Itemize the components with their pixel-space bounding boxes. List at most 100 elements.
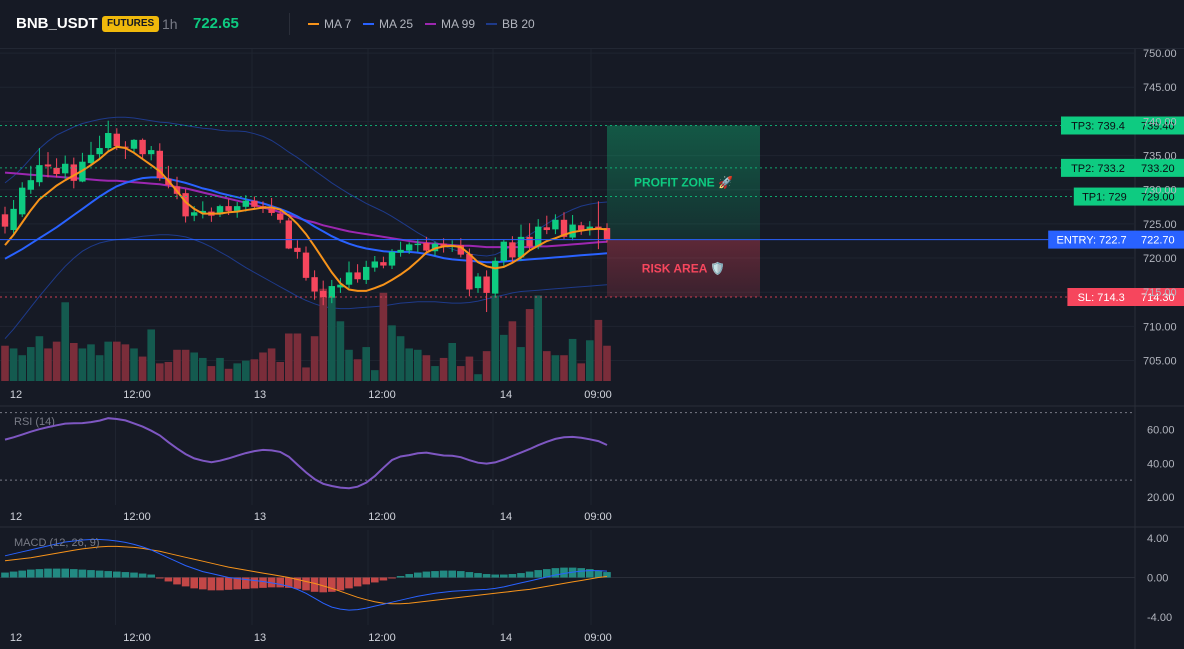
- candle-body: [509, 242, 516, 258]
- candle-body: [62, 163, 69, 174]
- candle-body: [466, 253, 473, 290]
- tp3-tag-label: TP3: 739.4: [1071, 121, 1125, 133]
- candle-body: [337, 284, 344, 288]
- volume-bar: [18, 355, 26, 381]
- bb-lower-line: [4, 234, 608, 340]
- legend-ma25-label: MA 25: [379, 17, 414, 31]
- candle-body: [560, 219, 568, 237]
- legend-ma99-label: MA 99: [441, 17, 476, 31]
- candle-body: [603, 227, 611, 240]
- macd-histogram-bar: [27, 569, 35, 578]
- main-time-tick-label: 14: [500, 389, 512, 401]
- macd-time-tick-label: 14: [500, 632, 512, 644]
- volume-bar: [95, 355, 104, 381]
- volume-bar: [465, 356, 474, 381]
- main-pane: [0, 49, 1135, 382]
- macd-histogram-bar: [431, 571, 439, 578]
- chart-header: BNB_USDT FUTURES 1h 722.65 MA 7 MA 25 MA…: [0, 0, 1184, 49]
- price-tick-label: 730.00: [1143, 185, 1177, 197]
- main-time-tick-label: 12:00: [123, 389, 151, 401]
- volume-bar: [405, 348, 413, 381]
- volume-bar: [594, 319, 603, 381]
- rsi-time-tick-label: 12:00: [123, 511, 151, 523]
- volume-bar: [190, 352, 198, 381]
- symbol-name[interactable]: BNB_USDT: [16, 15, 98, 32]
- volume-bar: [422, 355, 431, 381]
- tp1-tag: [1073, 187, 1135, 206]
- candle-body: [535, 226, 542, 247]
- volume-bar: [1, 345, 9, 381]
- volume-bar: [52, 341, 61, 381]
- volume-bar: [276, 362, 284, 381]
- candle-body: [70, 164, 77, 181]
- macd-histogram-bar: [525, 571, 534, 578]
- sl-tag-label: SL: 714.3: [1078, 292, 1125, 304]
- price-tick-label: 720.00: [1143, 253, 1177, 265]
- candle-body: [320, 290, 327, 297]
- macd-histogram-bar: [70, 569, 78, 578]
- macd-histogram-bar: [586, 569, 594, 578]
- price-tick-label: 715.00: [1143, 287, 1177, 299]
- candle-body: [225, 206, 232, 211]
- volume-bar: [104, 341, 112, 381]
- candle-body: [586, 226, 593, 230]
- legend-ma7[interactable]: MA 7: [308, 14, 351, 34]
- candle-body: [1, 214, 9, 227]
- macd-histogram-bar: [9, 571, 18, 578]
- entry-tag-label: ENTRY: 722.7: [1057, 235, 1127, 247]
- volume-bar: [534, 295, 542, 381]
- macd-time-tick-label: 13: [254, 632, 266, 644]
- entry-price-label: 722.70: [1141, 235, 1175, 247]
- macd-histogram-bar: [310, 577, 319, 592]
- rsi-line: [4, 417, 608, 490]
- macd-histogram-bar: [95, 570, 104, 578]
- candle-body: [311, 277, 318, 292]
- macd-histogram-bar: [44, 568, 52, 578]
- candle-body: [483, 276, 490, 293]
- macd-histogram-bar: [276, 577, 284, 588]
- macd-signal-line: [4, 545, 608, 605]
- volume-bar: [414, 349, 422, 381]
- macd-histogram-bar: [379, 577, 388, 581]
- legend-ma7-label: MA 7: [324, 17, 352, 31]
- macd-histogram-bar: [216, 577, 224, 591]
- rsi-time-tick-label: 09:00: [584, 511, 612, 523]
- macd-tick-label: 0.00: [1147, 573, 1168, 585]
- volume-bar: [44, 348, 52, 381]
- macd-histogram-bar: [474, 573, 482, 578]
- volume-bar: [130, 348, 138, 381]
- candle-body: [234, 206, 241, 211]
- macd-histogram-bar: [594, 570, 603, 578]
- legend-ma99[interactable]: MA 99: [425, 14, 475, 34]
- volume-bar: [551, 355, 560, 381]
- legend-bb20[interactable]: BB 20: [486, 14, 535, 34]
- candle-body: [388, 251, 396, 266]
- macd-time-tick-label: 12: [10, 632, 22, 644]
- volume-bar: [224, 368, 233, 381]
- tp1-price-tag: [1135, 187, 1184, 206]
- macd-histogram-bar: [199, 577, 207, 590]
- volume-bar: [474, 374, 482, 381]
- candle-body: [130, 139, 138, 149]
- candle-body: [380, 262, 387, 266]
- macd-histogram-bar: [517, 573, 525, 578]
- macd-histogram-bar: [147, 574, 155, 578]
- candle-body: [423, 243, 430, 251]
- candle-body: [440, 243, 447, 247]
- rsi-time-tick-label: 12:00: [368, 511, 396, 523]
- macd-title: MACD (12, 26, 9): [14, 537, 100, 549]
- volume-bar: [199, 357, 207, 381]
- interval-label[interactable]: 1h: [162, 16, 178, 32]
- legend-ma25[interactable]: MA 25: [363, 14, 413, 34]
- macd-histogram-bar: [61, 568, 69, 578]
- macd-histogram-bar: [371, 577, 379, 583]
- macd-histogram-bar: [130, 572, 138, 578]
- volume-bar: [164, 362, 173, 381]
- ma25-swatch: [363, 23, 374, 25]
- volume-bar: [517, 347, 525, 381]
- candle-body: [500, 241, 507, 261]
- macd-histogram-bar: [388, 577, 396, 579]
- macd-histogram-bar: [396, 576, 405, 578]
- volume-bar: [35, 336, 44, 381]
